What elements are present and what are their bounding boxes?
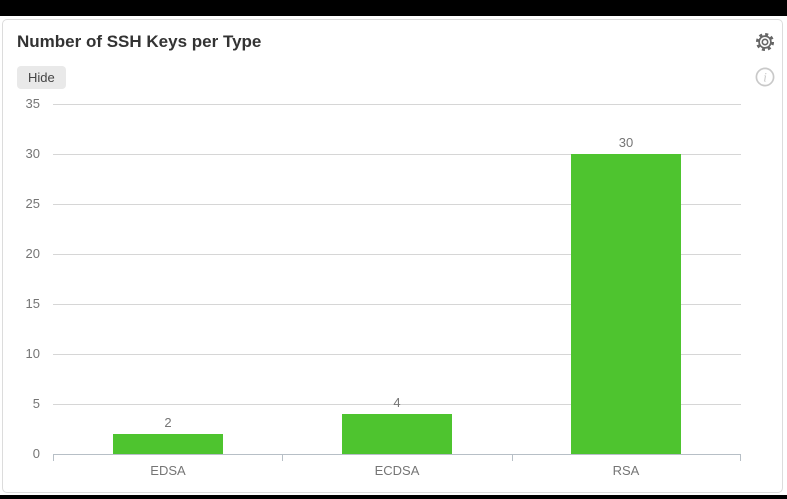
bar	[342, 414, 452, 454]
x-tick-label: RSA	[612, 463, 640, 478]
y-tick-label: 5	[32, 396, 40, 411]
bar	[571, 154, 681, 454]
x-axis-line	[53, 454, 741, 455]
gridline	[53, 104, 741, 105]
y-tick-label: 20	[25, 246, 40, 261]
x-tick-label: ECDSA	[374, 463, 420, 478]
x-tick-label: EDSA	[150, 463, 186, 478]
x-axis-tick	[282, 454, 283, 461]
gridline	[53, 204, 741, 205]
bar-value-label: 30	[618, 135, 634, 150]
bottom-frame-bar	[0, 495, 787, 499]
svg-text:i: i	[763, 70, 767, 85]
hide-button[interactable]: Hide	[17, 66, 66, 89]
info-button[interactable]: i	[754, 66, 776, 88]
gridline	[53, 304, 741, 305]
y-tick-label: 15	[25, 296, 40, 311]
bar-value-label: 2	[164, 415, 172, 430]
gridline	[53, 154, 741, 155]
y-tick-label: 30	[25, 146, 40, 161]
x-axis-tick	[53, 454, 54, 461]
gear-icon	[755, 32, 775, 52]
info-icon: i	[755, 67, 775, 87]
bar-value-label: 4	[393, 395, 401, 410]
chart-panel: Number of SSH Keys per Type Hide i 0 5 10 1…	[2, 19, 783, 493]
bar	[113, 434, 223, 454]
y-tick-label: 10	[25, 346, 40, 361]
y-tick-label: 25	[25, 196, 40, 211]
panel-title: Number of SSH Keys per Type	[17, 32, 262, 51]
gridline	[53, 404, 741, 405]
x-axis-tick	[512, 454, 513, 461]
y-tick-label: 35	[25, 96, 40, 111]
y-tick-label: 0	[32, 446, 40, 461]
settings-button[interactable]	[754, 31, 776, 53]
gridline	[53, 254, 741, 255]
top-frame-bar	[0, 0, 787, 16]
gridline	[53, 354, 741, 355]
x-axis-tick	[740, 454, 741, 461]
bar-chart: 0 5 10 15 20 25 30 35 2 EDSA 4 ECDSA 30 RSA	[3, 20, 782, 492]
